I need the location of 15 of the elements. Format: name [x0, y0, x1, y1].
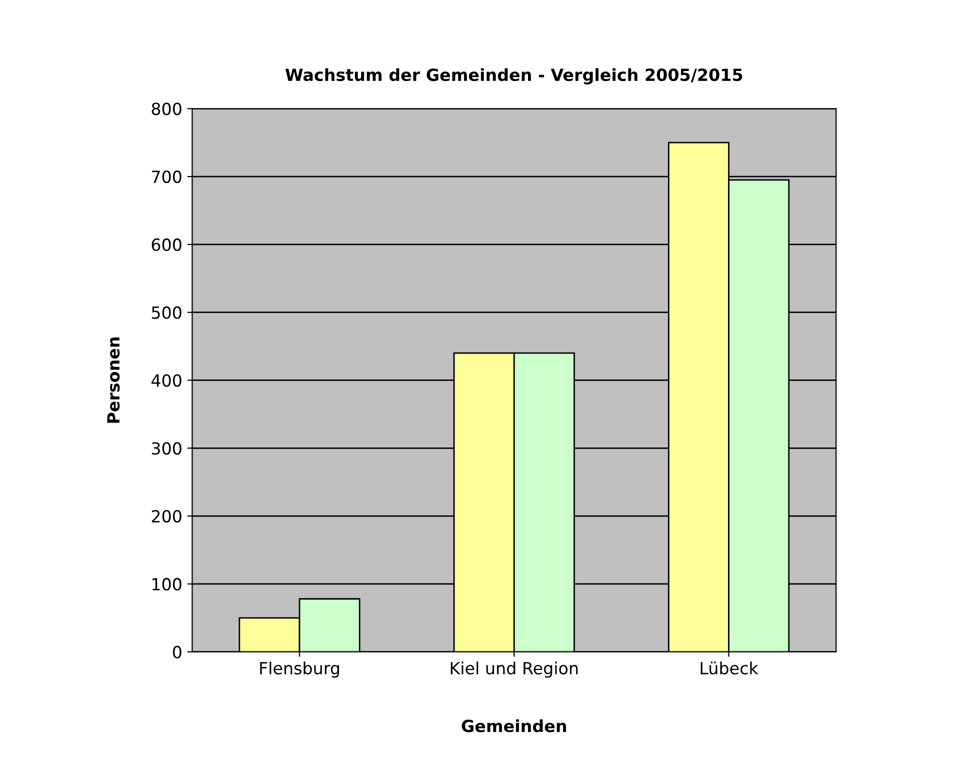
y-tick-label: 800 — [152, 102, 182, 116]
y-tick-label: 300 — [152, 442, 182, 455]
x-axis-title: Gemeinden — [462, 719, 566, 732]
y-tick-label: 500 — [152, 306, 182, 319]
y-tick-label: 400 — [151, 374, 182, 387]
chart-title: Wachstum der Gemeinden - Vergleich 2005/2015 — [285, 68, 742, 84]
y-axis-title: Personen — [107, 337, 120, 423]
x-tick-label: Lübeck — [700, 662, 758, 674]
y-tick-label: 200 — [152, 510, 182, 523]
x-tick-label: Flensburg — [260, 662, 339, 678]
y-tick-label: 600 — [152, 238, 182, 252]
y-tick-label: 100 — [152, 578, 182, 591]
y-tick-label: 0 — [172, 646, 182, 658]
x-tick-label: Kiel und Region — [450, 662, 578, 678]
y-tick-label: 700 — [152, 170, 182, 184]
